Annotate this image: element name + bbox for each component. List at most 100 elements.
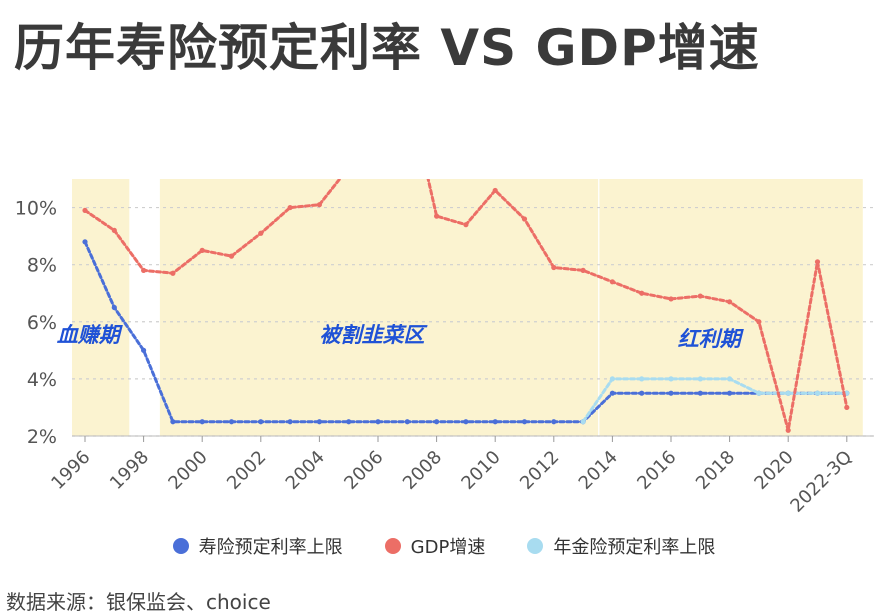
data-source: 数据来源：银保监会、choice <box>6 590 271 614</box>
x-tick-label: 2012 <box>516 447 563 494</box>
data-point <box>287 204 293 211</box>
data-point <box>697 293 703 299</box>
x-tick-label: 2022-3Q <box>786 447 856 517</box>
data-point <box>434 213 440 219</box>
data-point <box>551 419 557 425</box>
data-point <box>521 419 528 425</box>
legend-label-annuity: 年金险预定利率上限 <box>553 537 716 558</box>
y-tick-label: 6% <box>27 312 57 334</box>
region-label-2: 红利期 <box>678 327 745 351</box>
data-point <box>228 419 235 425</box>
data-point <box>199 247 205 253</box>
series-line-2 <box>581 377 849 424</box>
region-label-1: 被割韭菜区 <box>320 323 429 347</box>
data-point <box>668 390 674 396</box>
data-point <box>785 427 791 433</box>
shade-region-2 <box>599 179 863 436</box>
data-point <box>756 319 762 325</box>
data-point <box>639 390 645 396</box>
data-point <box>727 376 733 382</box>
x-tick-label: 1996 <box>47 447 94 494</box>
data-point <box>844 404 850 411</box>
series-0 <box>82 239 850 425</box>
data-point <box>141 347 147 353</box>
data-point <box>375 419 381 425</box>
data-point <box>697 390 703 396</box>
y-tick-label: 8% <box>27 255 57 277</box>
data-point <box>521 216 528 222</box>
data-point <box>580 419 586 425</box>
data-point <box>170 419 176 425</box>
x-tick-label: 2008 <box>399 447 446 494</box>
data-point <box>228 253 235 259</box>
data-point <box>111 304 117 311</box>
data-point <box>434 419 440 425</box>
data-point <box>141 267 147 273</box>
legend-item-life[interactable]: 寿险预定利率上限 <box>172 533 343 559</box>
chart-title: 历年寿险预定利率 VS GDP增速 <box>14 19 760 77</box>
data-point <box>111 227 117 233</box>
data-point <box>405 85 410 90</box>
data-point <box>258 230 264 236</box>
legend-item-gdp[interactable]: GDP增速 <box>384 533 486 559</box>
legend-label-gdp: GDP增速 <box>410 537 486 558</box>
data-point <box>551 264 557 271</box>
data-point <box>492 187 498 194</box>
data-point <box>463 222 469 228</box>
data-point <box>727 299 733 305</box>
data-point <box>375 128 380 133</box>
data-point <box>756 390 762 396</box>
data-point <box>727 390 733 396</box>
data-point <box>199 419 205 425</box>
x-tick-label: 2020 <box>750 447 797 494</box>
legend-item-annuity[interactable]: 年金险预定利率上限 <box>527 533 715 559</box>
x-tick-label: 2006 <box>340 447 387 494</box>
series-1 <box>82 85 850 433</box>
data-point <box>492 419 498 425</box>
x-tick-label: 2002 <box>223 447 270 494</box>
data-point <box>258 419 264 425</box>
data-point <box>639 376 645 382</box>
x-tick-label: 2000 <box>164 447 211 494</box>
data-point <box>170 270 176 276</box>
data-point <box>316 202 322 208</box>
data-point <box>463 419 469 425</box>
x-tick-label: 2014 <box>575 447 622 494</box>
y-tick-label: 4% <box>27 369 57 391</box>
x-tick-label: 2016 <box>633 447 680 494</box>
data-point <box>287 419 293 425</box>
legend: 寿险预定利率上限 GDP增速 年金险预定利率上限 <box>0 533 888 559</box>
data-point <box>346 419 352 425</box>
legend-dot-life <box>172 538 189 554</box>
line-chart: 2%4%6%8%10%1996 1998 2000 2002 2004 2006 2008 2… <box>15 85 874 517</box>
x-tick-label: 1998 <box>106 447 153 494</box>
y-tick-label: 2% <box>27 426 57 448</box>
data-point <box>668 296 674 302</box>
x-tick-label: 2018 <box>692 447 739 494</box>
x-tick-label: 2010 <box>457 447 504 494</box>
data-point <box>814 390 821 396</box>
y-tick-label: 10% <box>15 198 57 220</box>
data-point <box>609 279 616 285</box>
data-point <box>668 376 674 382</box>
series-2 <box>580 376 850 425</box>
legend-dot-annuity <box>527 538 544 554</box>
shade-region-1 <box>159 179 599 436</box>
x-tick-label: 2004 <box>282 447 329 494</box>
data-point <box>609 376 616 382</box>
legend-label-life: 寿险预定利率上限 <box>198 537 343 558</box>
data-point <box>82 239 88 245</box>
data-point <box>346 165 351 170</box>
data-point <box>609 390 616 396</box>
data-point <box>697 376 703 382</box>
data-point <box>316 419 322 425</box>
legend-dot-gdp <box>384 538 401 554</box>
data-point <box>580 267 586 273</box>
data-point <box>639 290 645 296</box>
data-point <box>82 207 88 214</box>
data-point <box>785 390 791 396</box>
data-point <box>814 259 821 265</box>
shade-region-0 <box>72 179 130 436</box>
region-label-0: 血赚期 <box>57 323 124 347</box>
data-point <box>404 419 410 425</box>
